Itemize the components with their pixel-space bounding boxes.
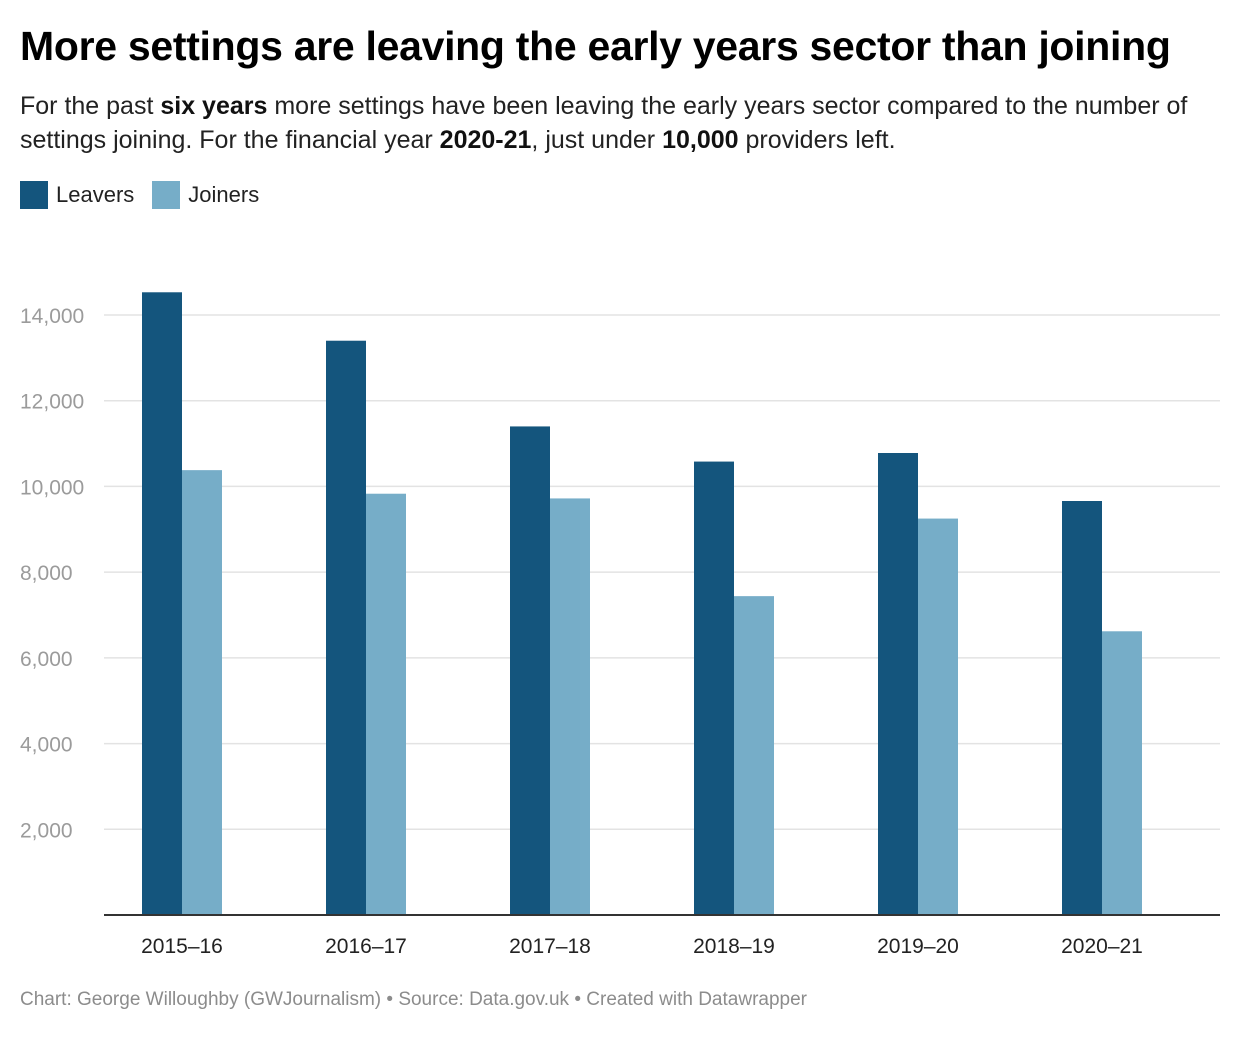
y-tick-label: 4,000 bbox=[20, 734, 73, 757]
subtitle-part: more settings have been leaving the earl… bbox=[20, 92, 1188, 154]
y-tick-label: 6,000 bbox=[20, 648, 73, 671]
bar-joiners bbox=[550, 498, 590, 915]
legend: Leavers Joiners bbox=[20, 180, 277, 210]
bar-leavers bbox=[878, 453, 918, 915]
x-tick-label: 2017–18 bbox=[509, 935, 591, 958]
bar-chart: 2,000 4,000 6,000 8,000 10,000 12,000 14,000 20… bbox=[20, 292, 1220, 958]
bar-joiners bbox=[734, 596, 774, 915]
bar-leavers bbox=[510, 426, 550, 915]
chart-subtitle: For the past six years more settings hav… bbox=[20, 89, 1220, 157]
x-tick-label: 2015–16 bbox=[141, 935, 223, 958]
legend-item-leavers: Leavers bbox=[20, 181, 134, 209]
bar-leavers bbox=[326, 340, 366, 915]
chart-footer: Chart: George Willoughby (GWJournalism) … bbox=[20, 989, 807, 1010]
legend-swatch-leavers bbox=[20, 181, 48, 209]
gridlines bbox=[104, 314, 1220, 831]
subtitle-part: 10,000 bbox=[662, 126, 739, 154]
subtitle-part: , just under bbox=[531, 126, 663, 154]
x-tick-label: 2016–17 bbox=[325, 935, 407, 958]
subtitle-part: For the past bbox=[20, 92, 161, 120]
subtitle-part: providers left. bbox=[738, 126, 896, 154]
y-tick-label: 10,000 bbox=[20, 476, 84, 499]
subtitle-part: six years bbox=[160, 92, 268, 120]
bar-joiners bbox=[366, 493, 406, 915]
legend-item-joiners: Joiners bbox=[152, 181, 259, 209]
legend-label-leavers: Leavers bbox=[56, 182, 135, 207]
bar-joiners bbox=[182, 470, 222, 915]
bar-leavers bbox=[1062, 501, 1102, 915]
chart-title: More settings are leaving the early year… bbox=[20, 23, 1171, 69]
bar-leavers bbox=[142, 292, 182, 915]
y-tick-label: 12,000 bbox=[20, 391, 84, 414]
bar-joiners bbox=[1102, 631, 1142, 915]
legend-swatch-joiners bbox=[152, 181, 181, 209]
bar-leavers bbox=[694, 461, 734, 915]
y-tick-label: 2,000 bbox=[20, 819, 73, 842]
x-tick-label: 2018–19 bbox=[693, 935, 775, 958]
axes: 2,000 4,000 6,000 8,000 10,000 12,000 14,000 20… bbox=[20, 305, 1220, 958]
legend-label-joiners: Joiners bbox=[188, 182, 260, 207]
y-tick-label: 8,000 bbox=[20, 562, 73, 585]
bars bbox=[142, 292, 1142, 915]
x-tick-label: 2020–21 bbox=[1061, 935, 1143, 958]
x-tick-label: 2019–20 bbox=[877, 935, 959, 958]
bar-joiners bbox=[918, 518, 958, 915]
y-tick-label: 14,000 bbox=[20, 305, 84, 328]
subtitle-part: 2020-21 bbox=[439, 126, 532, 154]
